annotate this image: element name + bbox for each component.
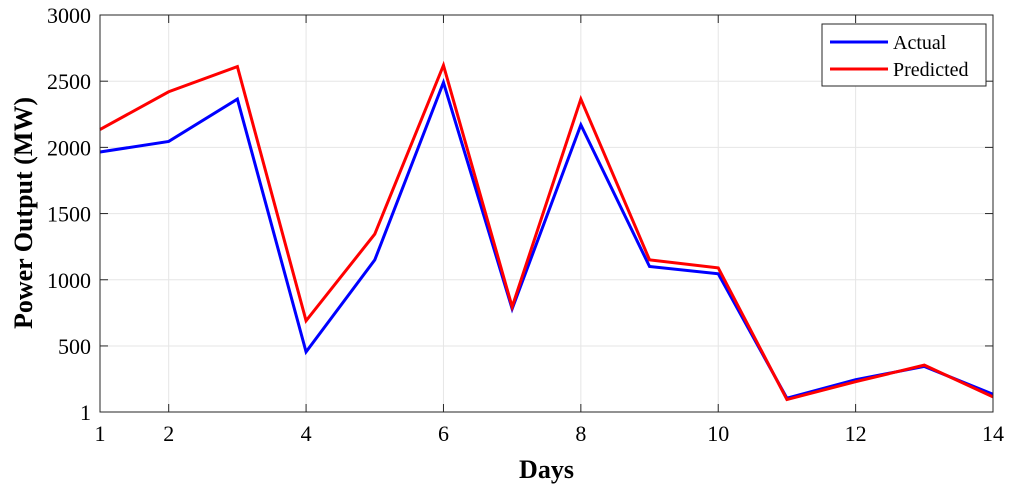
y-tick-label: 1 bbox=[80, 400, 91, 425]
y-axis-title: Power Output (MW) bbox=[9, 97, 38, 329]
x-tick-label: 10 bbox=[707, 421, 729, 446]
x-tick-label: 4 bbox=[301, 421, 312, 446]
y-tick-label: 500 bbox=[58, 334, 91, 359]
legend: Actual Predicted bbox=[821, 23, 987, 87]
x-axis-ticks: 1 2 4 6 8 10 12 14 bbox=[95, 15, 1004, 446]
y-tick-label: 2500 bbox=[47, 69, 91, 94]
series-line-actual bbox=[99, 77, 994, 400]
legend-label-actual: Actual bbox=[893, 32, 947, 54]
x-tick-label: 14 bbox=[982, 421, 1004, 446]
series-lines bbox=[99, 60, 994, 402]
legend-box bbox=[821, 23, 987, 87]
x-tick-label: 2 bbox=[163, 421, 174, 446]
y-tick-label: 3000 bbox=[47, 3, 91, 28]
series-line-predicted bbox=[99, 60, 994, 402]
x-axis-title: Days bbox=[519, 455, 574, 484]
y-tick-label: 1500 bbox=[47, 202, 91, 227]
y-tick-label: 1000 bbox=[47, 268, 91, 293]
x-tick-label: 1 bbox=[95, 421, 106, 446]
legend-label-predicted: Predicted bbox=[893, 59, 969, 81]
x-tick-label: 8 bbox=[575, 421, 586, 446]
x-tick-label: 6 bbox=[438, 421, 449, 446]
y-tick-label: 2000 bbox=[47, 135, 91, 160]
x-tick-label: 12 bbox=[845, 421, 867, 446]
